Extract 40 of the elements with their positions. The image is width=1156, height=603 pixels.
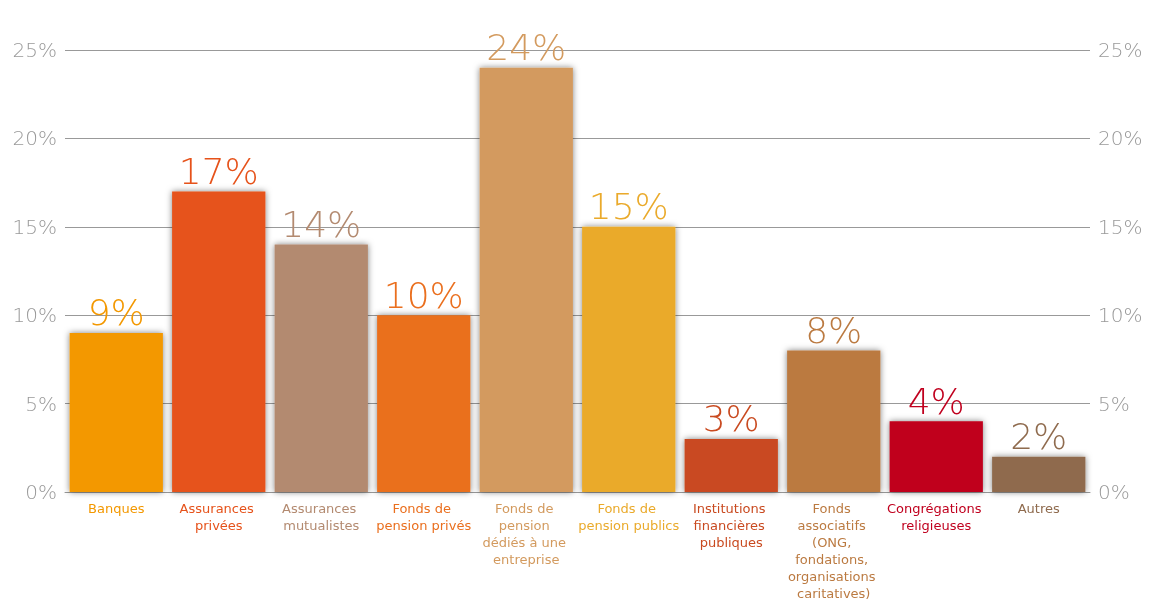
x-tick-label: Assurances privées: [179, 501, 258, 533]
x-tick-label: Fonds de pension privés: [376, 501, 472, 533]
bar: [992, 456, 1086, 492]
x-tick-label: Fonds de pension publics: [578, 501, 680, 533]
bar: [377, 315, 471, 492]
y-tick-label: 10%: [12, 303, 57, 328]
bar: [582, 226, 676, 492]
y-tick-label: 15%: [12, 214, 57, 239]
bar: [787, 350, 881, 492]
data-label: 3%: [702, 398, 760, 440]
y-tick-label: 25%: [12, 38, 57, 62]
data-label: 15%: [588, 186, 669, 228]
bar: [69, 332, 163, 492]
data-label: 10%: [383, 274, 464, 316]
data-label: 8%: [805, 310, 863, 352]
bar: [274, 244, 368, 492]
y2-tick-label: 20%: [1098, 126, 1143, 151]
y-tick-label: 5%: [25, 391, 57, 416]
bar: [172, 191, 266, 492]
y2-tick-label: 10%: [1098, 303, 1143, 328]
x-tick-label: Autres: [1017, 501, 1061, 516]
x-tick-label: Congrégations religieuses: [886, 501, 986, 533]
data-label: 4%: [907, 380, 965, 422]
x-tick-label: Institutions financières publiques: [692, 501, 770, 550]
x-tick-label: Fonds de pension dédiés à une entreprise: [482, 501, 571, 567]
y2-tick-label: 25%: [1098, 38, 1143, 62]
bar: [684, 438, 778, 492]
y-tick-label: 0%: [25, 480, 57, 504]
data-label: 2%: [1010, 416, 1068, 458]
bar: [479, 67, 573, 492]
x-tick-label: Assurances mutualistes: [282, 501, 361, 533]
y2-tick-label: 0%: [1098, 480, 1130, 504]
y2-tick-label: 15%: [1098, 214, 1143, 239]
y2-tick-label: 5%: [1098, 391, 1130, 416]
bar: [889, 421, 983, 492]
x-tick-label: Banques: [88, 501, 145, 516]
data-label: 17%: [178, 150, 259, 192]
data-label: 9%: [87, 292, 145, 334]
y-tick-label: 20%: [12, 126, 57, 151]
x-tick-label: Fonds associatifs (ONG, fondations, organisations caritatives): [787, 501, 880, 601]
